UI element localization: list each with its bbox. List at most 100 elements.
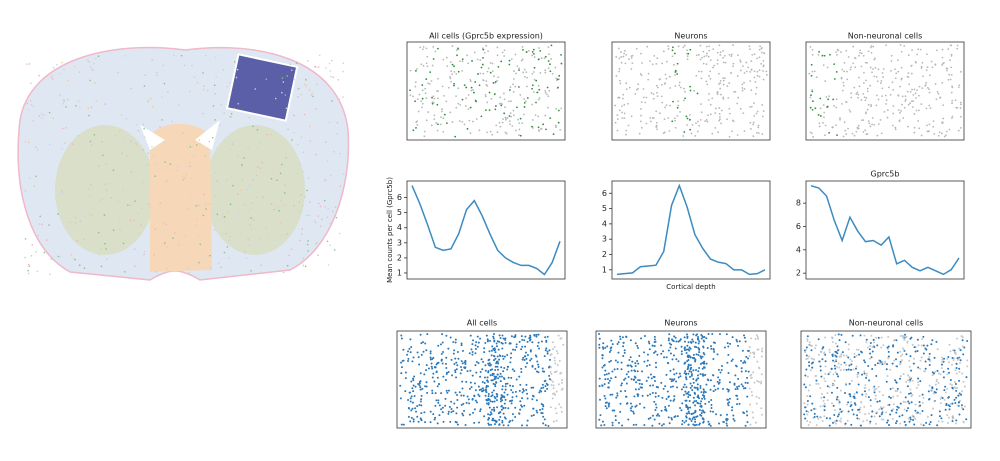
- cell: [531, 72, 534, 75]
- cell: [665, 356, 668, 359]
- cell: [502, 370, 505, 373]
- cell: [948, 371, 951, 374]
- cell: [461, 412, 464, 415]
- cell: [553, 359, 556, 362]
- cell: [699, 363, 702, 366]
- speckle: [41, 117, 43, 119]
- cell: [870, 51, 873, 54]
- cell: [496, 406, 499, 409]
- cell: [748, 387, 751, 390]
- cell: [877, 385, 880, 388]
- cell: [400, 334, 403, 337]
- cell: [550, 58, 553, 60]
- panel-title: Non-neuronal cells: [849, 319, 924, 328]
- speckle: [144, 74, 147, 76]
- cell: [690, 419, 693, 422]
- cell: [401, 359, 404, 362]
- cell: [495, 345, 498, 348]
- cell: [679, 407, 682, 410]
- cell: [524, 345, 527, 348]
- cell: [508, 115, 511, 117]
- cell: [847, 356, 850, 359]
- cell: [442, 375, 445, 378]
- cell: [892, 105, 895, 108]
- cell: [680, 345, 683, 348]
- cell: [887, 357, 890, 360]
- cell: [400, 366, 403, 369]
- speckle: [154, 175, 156, 177]
- cell: [822, 399, 825, 402]
- cell: [951, 415, 954, 418]
- cell: [711, 333, 714, 336]
- cell: [502, 406, 505, 409]
- cell: [836, 386, 839, 389]
- cell: [455, 361, 458, 364]
- cell: [445, 100, 448, 103]
- cell: [412, 418, 415, 421]
- cell: [501, 419, 504, 422]
- cell: [494, 419, 497, 422]
- speckle: [236, 68, 239, 71]
- cell: [484, 394, 487, 397]
- cell: [949, 403, 952, 406]
- cell: [734, 90, 737, 93]
- cell: [635, 88, 638, 91]
- cell: [654, 403, 657, 406]
- cell: [835, 398, 838, 401]
- cell: [490, 423, 493, 426]
- cell: [501, 355, 504, 358]
- cell: [504, 382, 507, 385]
- cell: [435, 371, 438, 374]
- cell: [477, 341, 480, 344]
- speckle: [202, 72, 204, 74]
- cell: [459, 365, 462, 368]
- cell: [603, 373, 606, 376]
- cell: [834, 371, 837, 374]
- cell: [809, 131, 812, 134]
- speckle: [214, 119, 216, 121]
- speckle: [250, 270, 252, 272]
- speckle: [232, 184, 234, 187]
- cell: [819, 386, 822, 389]
- speckle: [196, 219, 199, 222]
- cell: [899, 391, 902, 394]
- cell: [938, 131, 941, 134]
- cell: [504, 388, 507, 391]
- cell: [669, 346, 672, 349]
- cell: [714, 388, 717, 391]
- cell: [926, 344, 929, 347]
- cell: [708, 75, 710, 77]
- cell: [701, 362, 704, 365]
- cell: [837, 333, 840, 336]
- speckle: [266, 234, 268, 237]
- cell: [705, 362, 708, 365]
- cell: [944, 385, 947, 388]
- cell: [486, 131, 488, 134]
- cell: [646, 353, 649, 356]
- cell: [666, 390, 669, 393]
- cell: [649, 60, 651, 63]
- cell: [760, 62, 763, 65]
- cell: [890, 70, 892, 72]
- cell: [852, 62, 855, 65]
- cell: [729, 342, 732, 345]
- speckle: [30, 103, 33, 106]
- cell: [761, 115, 764, 118]
- cell: [415, 126, 417, 129]
- speckle: [27, 269, 29, 272]
- cell: [684, 399, 687, 402]
- cell: [868, 379, 871, 382]
- cell: [536, 411, 539, 414]
- cell: [849, 405, 852, 408]
- cell: [651, 414, 654, 417]
- cell: [686, 360, 689, 363]
- cell: [674, 85, 677, 87]
- cell: [756, 57, 759, 60]
- panel-frame: [611, 41, 771, 141]
- cell: [532, 52, 535, 55]
- speckle: [342, 62, 345, 65]
- cell: [821, 358, 824, 361]
- cell: [656, 128, 658, 131]
- cell: [491, 419, 494, 422]
- cell: [889, 413, 892, 416]
